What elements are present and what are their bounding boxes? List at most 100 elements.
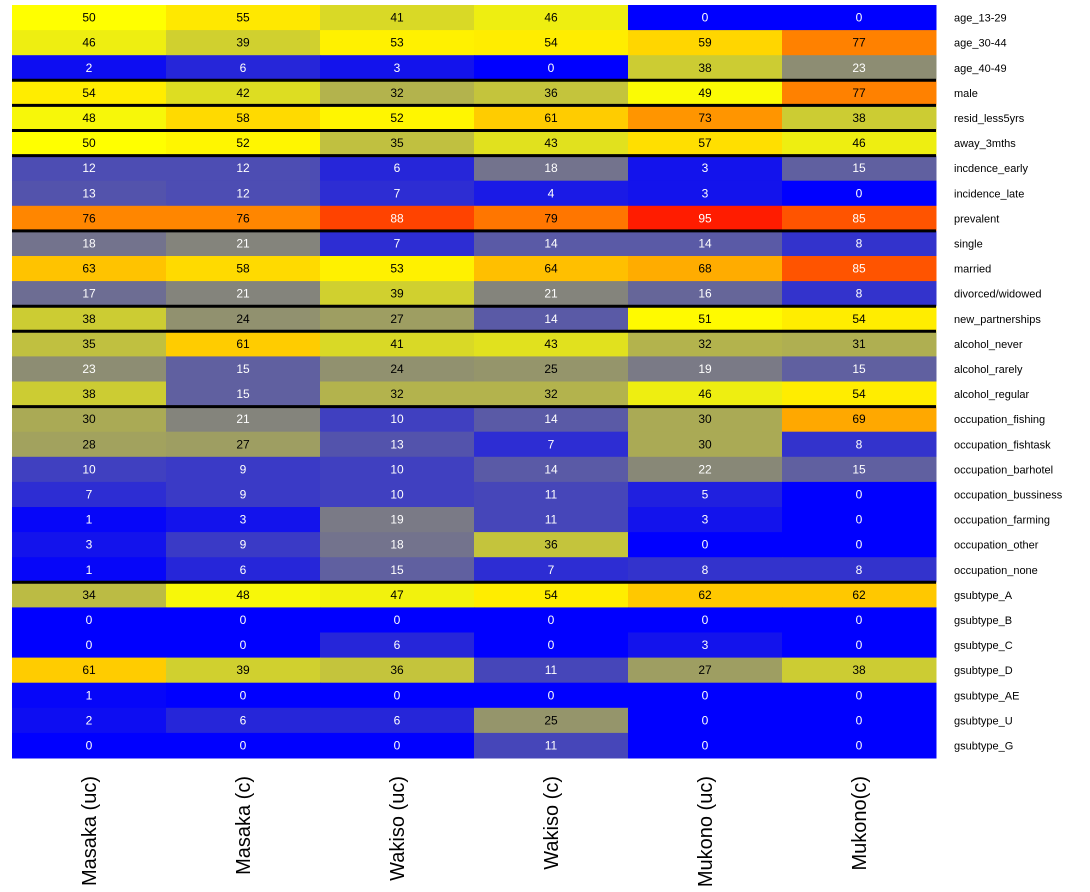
cell-value-label: 15: [390, 563, 404, 577]
heatmap-cell: [320, 532, 475, 558]
cell-value-label: 52: [390, 111, 404, 125]
cell-value-label: 50: [82, 11, 96, 25]
heatmap-cell: [166, 180, 321, 207]
cell-value-label: 46: [698, 387, 712, 401]
heatmap-cell: [166, 431, 321, 458]
column-label: Wakiso (uc): [387, 776, 409, 881]
heatmap-cell: [474, 707, 629, 734]
cell-value-label: 73: [698, 111, 712, 125]
heatmap-cell: [474, 632, 629, 659]
heatmap-cell: [320, 155, 475, 182]
cell-value-label: 41: [390, 11, 404, 25]
heatmap-cell: [12, 331, 167, 357]
cell-value-label: 0: [240, 613, 247, 627]
heatmap-cell: [782, 155, 937, 182]
cell-value-label: 8: [856, 287, 863, 301]
row-label: occupation_none: [954, 565, 1038, 577]
heatmap-cell: [628, 80, 783, 106]
heatmap-cell: [628, 55, 783, 81]
heatmap-cell: [320, 632, 475, 659]
cell-value-label: 5: [702, 487, 709, 501]
heatmap-cell: [474, 582, 629, 608]
column-label: Mukono(c): [849, 776, 871, 870]
heatmap-cell: [782, 707, 937, 734]
row-label: gsubtype_C: [954, 640, 1013, 652]
cell-value-label: 15: [852, 362, 866, 376]
cell-value-label: 68: [698, 262, 712, 276]
heatmap-cell: [782, 306, 937, 332]
heatmap-cell: [782, 582, 937, 608]
cell-value-label: 21: [544, 287, 558, 301]
cell-value-label: 2: [86, 61, 93, 75]
cell-value-label: 55: [236, 11, 250, 25]
cell-value-label: 36: [544, 86, 558, 100]
heatmap-cell: [628, 281, 783, 307]
cell-value-label: 7: [548, 437, 555, 451]
cell-value-label: 39: [390, 287, 404, 301]
heatmap-cell: [320, 205, 475, 232]
cell-value-label: 77: [852, 36, 866, 50]
heatmap-cell: [12, 456, 167, 483]
cell-value-label: 54: [544, 36, 558, 50]
heatmap-cell: [12, 381, 167, 408]
heatmap-cell: [320, 80, 475, 106]
cell-value-label: 0: [856, 713, 863, 727]
cell-value-label: 32: [544, 387, 558, 401]
heatmap-cell: [320, 130, 475, 157]
heatmap-cell: [320, 481, 475, 508]
heatmap-cell: [166, 281, 321, 307]
heatmap-cell: [474, 406, 629, 433]
heatmap-cell: [320, 507, 475, 533]
heatmap-cell: [166, 557, 321, 583]
heatmap-cell: [166, 632, 321, 659]
heatmap-cell: [628, 105, 783, 131]
cell-value-label: 21: [236, 287, 250, 301]
heatmap-cell: [12, 431, 167, 458]
cell-value-label: 28: [82, 437, 96, 451]
cell-value-label: 51: [698, 312, 712, 326]
cell-value-label: 3: [86, 538, 93, 552]
cell-value-label: 41: [390, 337, 404, 351]
heatmap-cell: [782, 657, 937, 684]
cell-value-label: 62: [852, 588, 866, 602]
heatmap-cell: [628, 406, 783, 433]
row-label: single: [954, 238, 983, 250]
cell-value-label: 3: [702, 513, 709, 527]
heatmap-cell: [12, 281, 167, 307]
cell-value-label: 1: [86, 513, 93, 527]
heatmap-cell: [320, 230, 475, 257]
heatmap-cell: [474, 657, 629, 684]
heatmap-cell: [12, 682, 167, 709]
heatmap-cell: [166, 381, 321, 408]
cell-value-label: 42: [236, 86, 250, 100]
heatmap-cell: [166, 80, 321, 106]
cell-value-label: 0: [240, 738, 247, 752]
heatmap-cell: [12, 105, 167, 131]
cell-value-label: 14: [544, 412, 558, 426]
heatmap-cell: [12, 130, 167, 157]
cell-value-label: 12: [236, 161, 250, 175]
heatmap-cell: [12, 732, 167, 759]
heatmap-cell: [474, 682, 629, 709]
heatmap-cell: [628, 682, 783, 709]
cell-value-label: 58: [236, 262, 250, 276]
heatmap-cell: [166, 5, 321, 31]
cell-value-label: 59: [698, 36, 712, 50]
heatmap-cell: [782, 205, 937, 232]
heatmap-cell: [474, 532, 629, 558]
heatmap-cell: [628, 5, 783, 31]
cell-value-label: 9: [240, 538, 247, 552]
heatmap-cell: [12, 607, 167, 633]
cell-value-label: 76: [236, 211, 250, 225]
cell-value-label: 0: [702, 538, 709, 552]
cell-value-label: 39: [236, 663, 250, 677]
row-label: occupation_bussiness: [954, 489, 1063, 501]
cell-value-label: 0: [86, 613, 93, 627]
cell-value-label: 36: [390, 663, 404, 677]
heatmap-cell: [320, 431, 475, 458]
heatmap-cell: [782, 456, 937, 483]
heatmap-cell: [166, 130, 321, 157]
column-labels: Masaka (uc) Masaka (c) Wakiso (uc) Wakiso (…: [79, 776, 871, 887]
